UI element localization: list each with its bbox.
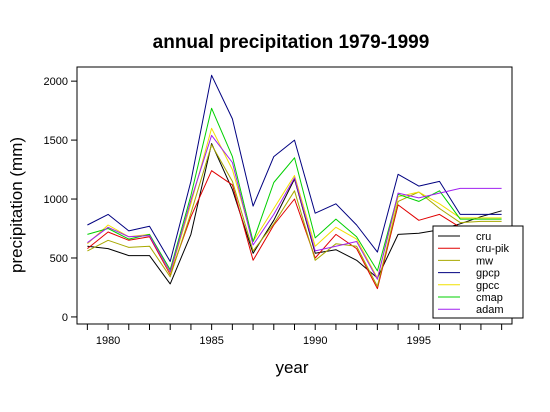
legend-label-mw: mw — [476, 255, 493, 267]
series-line-mw — [87, 144, 502, 287]
legend-label-cmap: cmap — [476, 292, 503, 304]
y-axis-label: precipitation (mm) — [7, 137, 26, 273]
legend-label-gpcc: gpcc — [476, 280, 500, 292]
y-tick-label: 1000 — [44, 194, 68, 206]
legend-box — [432, 225, 524, 319]
legend-label-cru: cru — [476, 231, 491, 243]
x-axis-label: year — [275, 358, 308, 377]
x-tick-label: 1985 — [199, 335, 223, 347]
series-line-cru-pik — [87, 170, 502, 290]
x-tick-label: 1990 — [303, 335, 327, 347]
x-tick-label: 1995 — [407, 335, 431, 347]
legend-label-adam: adam — [476, 304, 504, 316]
y-tick-label: 0 — [62, 312, 68, 324]
y-tick-label: 1500 — [44, 135, 68, 147]
series-line-gpcp — [87, 74, 502, 262]
chart-title: annual precipitation 1979-1999 — [153, 32, 430, 53]
x-tick-label: 1980 — [96, 335, 120, 347]
legend-label-cru-pik: cru-pik — [476, 243, 510, 255]
series-line-adam — [87, 134, 502, 280]
legend-label-gpcp: gpcp — [476, 268, 500, 280]
y-tick-label: 500 — [50, 253, 68, 265]
y-tick-label: 2000 — [44, 76, 68, 88]
